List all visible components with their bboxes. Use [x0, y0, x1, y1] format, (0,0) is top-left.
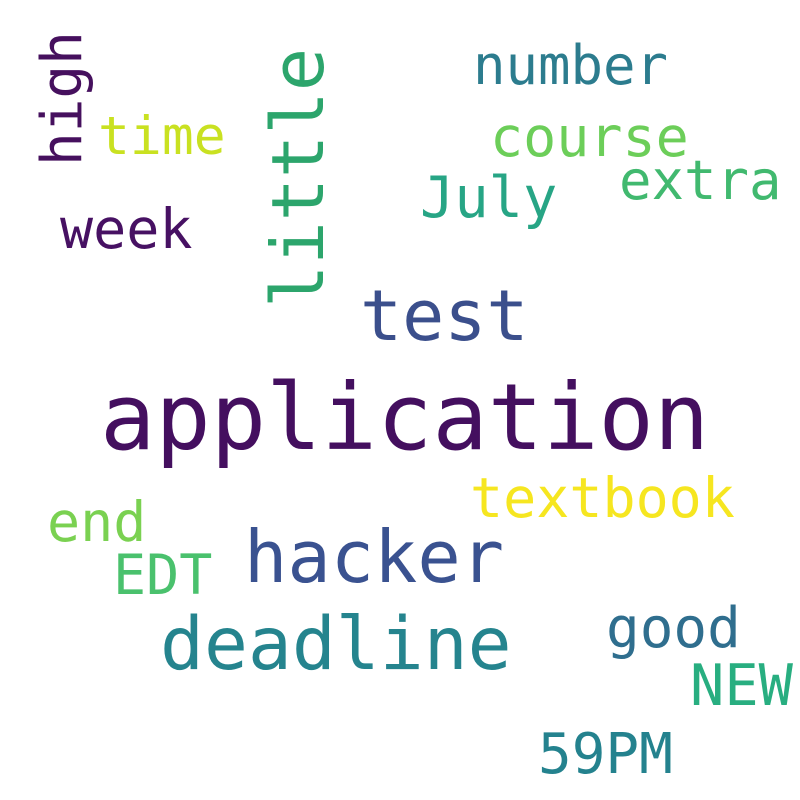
word-extra: extra: [619, 149, 782, 212]
word-number: number: [473, 34, 669, 97]
word-deadline: deadline: [160, 602, 512, 687]
word-time: time: [98, 106, 226, 167]
word-hacker: hacker: [244, 515, 505, 599]
word-59pm: 59PM: [538, 722, 673, 787]
word-good: good: [606, 596, 741, 661]
word-week: week: [60, 197, 193, 261]
word-application: application: [100, 364, 710, 471]
word-little: little: [256, 47, 340, 308]
word-july: July: [420, 165, 558, 231]
word-end: end: [47, 490, 147, 554]
word-new: NEW: [690, 653, 793, 719]
word-textbook: textbook: [470, 466, 735, 530]
word-course: course: [490, 105, 689, 169]
word-edt: EDT: [113, 543, 213, 607]
word-high: high: [30, 31, 95, 166]
word-test: test: [360, 275, 529, 357]
